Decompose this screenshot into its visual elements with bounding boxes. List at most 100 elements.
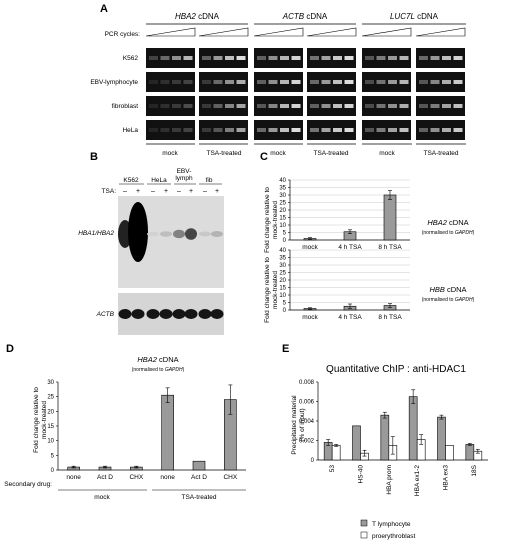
- group-label-tsa: TSA-treated: [181, 494, 216, 501]
- gel-band: [310, 56, 319, 60]
- gel-band: [183, 128, 193, 132]
- gel-band: [310, 104, 319, 108]
- y-tick-label: 30: [279, 263, 286, 269]
- gel-band: [442, 56, 451, 60]
- gel-band: [419, 104, 428, 108]
- blot-band: [211, 231, 223, 237]
- gel-band: [160, 56, 170, 60]
- gel-band: [183, 104, 193, 108]
- gel-band: [333, 104, 342, 108]
- panel-letter-a: A: [100, 3, 108, 15]
- gel-strip: [254, 96, 303, 116]
- y-tick-label: 25: [47, 395, 54, 401]
- gel-strip: [416, 96, 465, 116]
- gel-band: [376, 56, 386, 60]
- header-luc7l: LUC7L cDNA: [390, 12, 439, 21]
- cond-tsa-hba2: TSA-treated: [206, 150, 241, 157]
- blot-band: [128, 202, 148, 262]
- gel-strip: [146, 72, 195, 92]
- group-label-mock: mock: [94, 494, 110, 501]
- x-tick-label: HS-40: [358, 465, 365, 484]
- gel-band: [236, 104, 246, 108]
- cond-mock-actb: mock: [270, 150, 286, 157]
- gel-band: [333, 128, 342, 132]
- tsa-sign: –: [177, 188, 181, 195]
- blot-band: [185, 228, 197, 240]
- gel-strip: [416, 48, 465, 68]
- cell-line-hela: HeLa: [151, 177, 167, 184]
- panel-c: C Fold change relative tomock-treated Fo…: [260, 151, 475, 323]
- gel-band: [202, 56, 211, 60]
- gel-strip: [146, 96, 195, 116]
- gel-band: [291, 80, 301, 84]
- gel-band: [257, 128, 266, 132]
- cell-line-k562: K562: [123, 177, 139, 184]
- gel-a-strips: [146, 48, 465, 140]
- panel-a: A HBA2 cDNA ACTB cDNA LUC7L cDNA PCR cyc…: [90, 3, 466, 157]
- y-tick-label: 10: [47, 439, 54, 445]
- y-tick-label: 30: [47, 380, 54, 386]
- gel-band: [280, 56, 289, 60]
- cell-line-ebv: EBV-lymph: [175, 168, 193, 182]
- gel-strip: [254, 48, 303, 68]
- panel-letter-d: D: [6, 343, 14, 355]
- blot-bottom-bands: [118, 309, 224, 319]
- gel-band: [213, 80, 223, 84]
- legend-swatch-t-lymphocyte: [360, 519, 368, 527]
- tsa-sign: +: [189, 188, 193, 195]
- gel-band: [333, 56, 342, 60]
- row-label-fibroblast: fibroblast: [112, 103, 139, 110]
- gel-band: [321, 104, 331, 108]
- gel-band: [376, 104, 386, 108]
- gel-strip: [146, 120, 195, 140]
- blot-top-bands: [118, 202, 223, 262]
- y-tick-label: 5: [283, 301, 287, 307]
- gel-band: [160, 128, 170, 132]
- x-tick-label: none: [66, 474, 81, 481]
- y-tick-label: 0.006: [299, 400, 315, 406]
- x-tick-label: CHX: [223, 474, 237, 481]
- y-tick-label: 25: [279, 271, 286, 277]
- gel-band: [172, 80, 181, 84]
- y-tick-label: 15: [279, 286, 286, 292]
- gel-band: [453, 104, 463, 108]
- y-tick-label: 5: [283, 231, 287, 237]
- gel-band: [291, 56, 301, 60]
- legend-label-t-lymphocyte: T lymphocyte: [372, 521, 411, 528]
- x-tick-label: Act D: [191, 474, 207, 481]
- gel-band: [236, 56, 246, 60]
- y-tick-label: 10: [279, 293, 286, 299]
- gel-band: [388, 104, 397, 108]
- gel-band: [388, 80, 397, 84]
- blot-band: [147, 231, 159, 237]
- panel-letter-c: C: [260, 151, 268, 163]
- cond-mock-luc7l: mock: [379, 150, 395, 157]
- y-tick-label: 0: [311, 458, 315, 464]
- panel-c-ylabel-top: Fold change relative tomock-treated: [264, 187, 279, 253]
- bar: [192, 460, 206, 471]
- chart-d: 0 5 10 15 20 25 30 none Act D CHX none Act D CHX: [47, 380, 246, 481]
- gel-band: [160, 104, 170, 108]
- gel-band: [213, 56, 223, 60]
- gel-band: [430, 128, 440, 132]
- gel-band: [442, 128, 451, 132]
- probe-label-hba: HBA1/HBA2: [78, 230, 114, 237]
- gel-band: [365, 128, 374, 132]
- chart-c2-title: HBB cDNA: [429, 285, 466, 294]
- gel-strip: [199, 96, 248, 116]
- gel-band: [257, 56, 266, 60]
- gel-band: [213, 128, 223, 132]
- gel-band: [333, 80, 342, 84]
- tsa-sign: +: [164, 188, 168, 195]
- gel-band: [172, 104, 181, 108]
- gel-band: [183, 80, 193, 84]
- y-tick-label: 10: [279, 223, 286, 229]
- bar: [380, 414, 390, 461]
- gel-band: [399, 80, 409, 84]
- row-label-k562: K562: [123, 55, 139, 62]
- blot-band: [172, 309, 186, 319]
- y-tick-label: 0: [283, 308, 287, 314]
- gel-band: [442, 104, 451, 108]
